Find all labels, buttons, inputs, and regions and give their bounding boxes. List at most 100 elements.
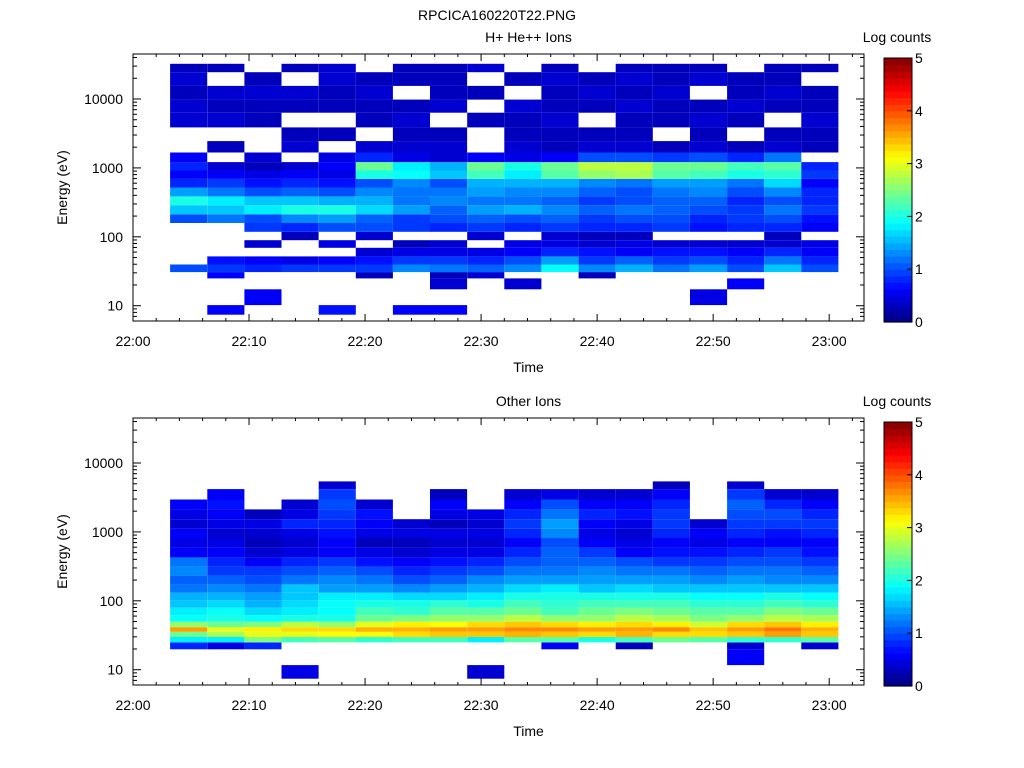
heatmap-cell — [541, 547, 579, 558]
heatmap-cell — [430, 631, 468, 637]
heatmap-cell — [727, 566, 765, 576]
heatmap-cell — [430, 557, 468, 567]
heatmap-cell — [690, 63, 728, 73]
heatmap-cell — [727, 600, 765, 608]
colorbar-segment — [884, 620, 912, 628]
heatmap-cell — [355, 205, 393, 215]
colorbar-segment — [884, 580, 912, 588]
heatmap-cell — [430, 99, 468, 113]
heatmap-cell — [615, 584, 653, 593]
heatmap-cell — [690, 627, 728, 632]
heatmap-cell — [207, 214, 245, 223]
y-tick-label: 1000 — [92, 524, 123, 540]
heatmap-cell — [170, 499, 208, 510]
heatmap-cell — [355, 566, 393, 576]
heatmap-cell — [281, 566, 319, 576]
heatmap-cell — [318, 63, 356, 73]
heatmap-cell — [615, 231, 653, 241]
heatmap-cell — [801, 127, 839, 142]
heatmap-cell — [541, 538, 579, 548]
heatmap-cell — [801, 575, 839, 585]
heatmap-cell — [244, 627, 282, 632]
heatmap-cell — [541, 637, 579, 643]
heatmap-cell — [541, 499, 579, 510]
heatmap-cell — [504, 187, 542, 197]
heatmap-cell — [578, 538, 616, 548]
heatmap-cell — [207, 519, 245, 529]
heatmap-cell — [467, 547, 505, 558]
heatmap-cell — [430, 547, 468, 558]
x-tick-label: 22:20 — [348, 333, 383, 349]
heatmap-cell — [801, 557, 839, 567]
panel-h-he-ions: 22:00 22:10 22:20 22:30 22:40 22:50 23:00 Time 1… — [54, 29, 931, 375]
heatmap-cell — [244, 240, 282, 248]
heatmap-cell — [170, 631, 208, 637]
heatmap-cell — [801, 205, 839, 215]
heatmap-cell — [541, 152, 579, 163]
heatmap-cell — [541, 170, 579, 179]
heatmap-cell — [467, 152, 505, 163]
heatmap-cell — [244, 289, 282, 306]
heatmap-cell — [615, 499, 653, 510]
heatmap-cell — [578, 499, 616, 510]
heatmap-cell — [244, 538, 282, 548]
heatmap-cell — [541, 247, 579, 257]
colorbar-segment — [884, 289, 912, 297]
heatmap-cell — [690, 196, 728, 206]
heatmap-cell — [392, 112, 430, 128]
heatmap-cell — [170, 214, 208, 223]
heatmap-cell — [430, 627, 468, 632]
heatmap-cell — [690, 519, 728, 529]
heatmap-cell — [504, 223, 542, 232]
heatmap-cell — [541, 205, 579, 215]
heatmap-cell — [727, 592, 765, 601]
heatmap-cell — [541, 489, 579, 500]
heatmap-cell — [652, 481, 690, 489]
heatmap-cell — [727, 72, 765, 86]
heatmap-cell — [801, 162, 839, 171]
heatmap-cell — [244, 607, 282, 616]
colorbar-segment — [884, 514, 912, 522]
heatmap-cell — [318, 256, 356, 265]
heatmap-cell — [801, 509, 839, 520]
heatmap-cell — [170, 205, 208, 215]
heatmap-cell — [541, 99, 579, 113]
colorbar: 0 1 2 3 4 5 Log counts — [863, 29, 932, 330]
heatmap-cell — [504, 247, 542, 257]
heatmap-cell — [207, 592, 245, 601]
heatmap-cell — [244, 637, 282, 643]
heatmap-cell — [652, 256, 690, 265]
heatmap-cell — [355, 72, 393, 86]
panel-other-ions: 22:00 22:10 22:20 22:30 22:40 22:50 23:00 Time 1… — [54, 393, 931, 739]
heatmap-cell — [281, 538, 319, 548]
heatmap-cell — [467, 85, 505, 100]
heatmap-cell — [504, 621, 542, 628]
heatmap-cell — [281, 499, 319, 510]
heatmap-cell — [652, 112, 690, 128]
heatmap-cell — [318, 127, 356, 142]
heatmap-cell — [578, 72, 616, 86]
heatmap-cell — [727, 187, 765, 197]
heatmap-cell — [467, 637, 505, 643]
heatmap-cell — [355, 272, 393, 279]
heatmap-cell — [690, 72, 728, 86]
heatmap-cell — [801, 196, 839, 206]
heatmap-cell — [170, 642, 208, 650]
heatmap-cell — [727, 509, 765, 520]
heatmap-cell — [764, 256, 802, 265]
heatmap-cell — [615, 489, 653, 500]
heatmap-cell — [764, 528, 802, 539]
heatmap-cell — [392, 264, 430, 273]
heatmap-cell — [355, 627, 393, 632]
heatmap-cell — [615, 615, 653, 622]
heatmap-cell — [170, 519, 208, 529]
heatmap-cell — [244, 584, 282, 593]
heatmap-cell — [727, 278, 765, 290]
heatmap-cell — [430, 127, 468, 142]
heatmap-cell — [764, 575, 802, 585]
heatmap-cell — [578, 592, 616, 601]
heatmap-cell — [578, 509, 616, 520]
heatmap-cell — [504, 547, 542, 558]
heatmap-cell — [244, 566, 282, 576]
heatmap-cell — [652, 264, 690, 273]
